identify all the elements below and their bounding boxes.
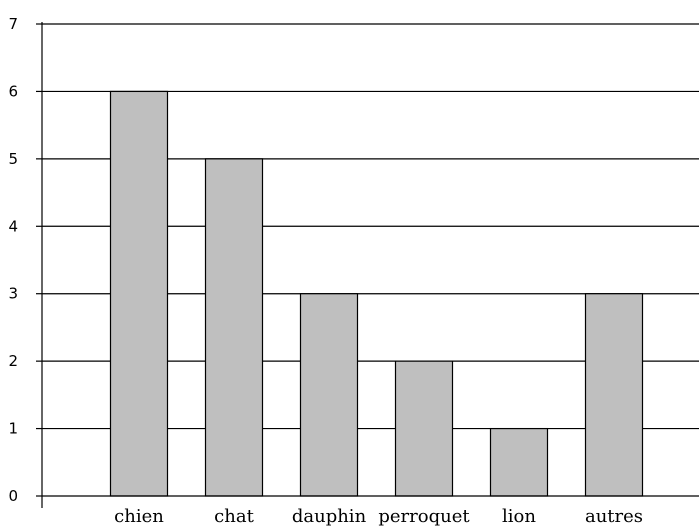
- y-tick-label-4: 4: [8, 217, 18, 235]
- y-tick-label-7: 7: [8, 15, 18, 33]
- x-category-label-autres: autres: [585, 506, 643, 527]
- y-tick-label-1: 1: [8, 420, 18, 438]
- x-category-label-dauphin: dauphin: [292, 506, 367, 527]
- y-tick-label-3: 3: [8, 285, 18, 303]
- x-category-label-lion: lion: [502, 506, 536, 527]
- x-category-label-chien: chien: [114, 506, 164, 527]
- x-category-labels: chien chat dauphin perroquet lion autres: [114, 506, 643, 527]
- y-tick-label-5: 5: [8, 150, 18, 168]
- y-tick-label-2: 2: [8, 352, 18, 370]
- y-tick-labels: 0 1 2 3 4 5 6 7: [8, 15, 18, 505]
- bar-lion: [491, 429, 548, 496]
- x-category-label-chat: chat: [214, 506, 254, 527]
- x-category-label-perroquet: perroquet: [378, 506, 470, 527]
- y-tick-label-6: 6: [8, 82, 18, 100]
- bar-autres: [586, 294, 643, 496]
- bar-chat: [206, 159, 263, 496]
- bar-chien: [111, 91, 168, 496]
- y-tick-label-0: 0: [8, 487, 18, 505]
- bar-dauphin: [301, 294, 358, 496]
- bar-perroquet: [396, 361, 453, 496]
